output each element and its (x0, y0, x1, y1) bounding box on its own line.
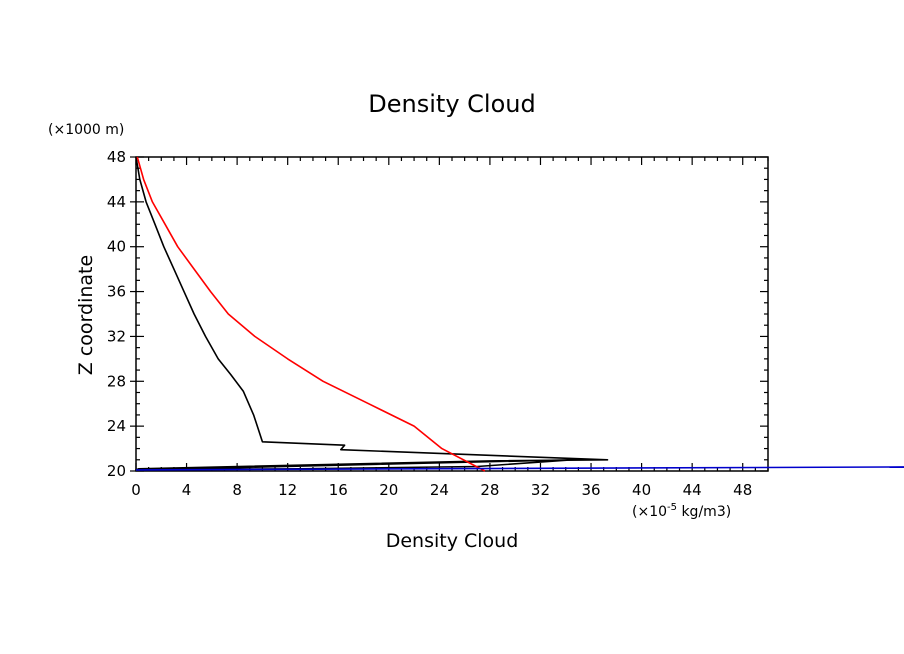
series-line-blue (135, 466, 904, 471)
y-tick-label: 20 (107, 462, 126, 480)
x-tick-label: 44 (683, 481, 702, 499)
series-line-red (136, 156, 486, 472)
y-tick-label: 40 (107, 238, 126, 256)
x-tick-label: 48 (733, 481, 752, 499)
plot-frame (135, 156, 769, 472)
x-tick-labels: 0 4 8 12 16 20 24 28 32 36 40 44 48 (131, 481, 752, 499)
x-tick-label: 32 (531, 481, 550, 499)
y-tick-label: 32 (107, 327, 126, 345)
y-tick-label: 36 (107, 283, 126, 301)
x-tick-label: 28 (480, 481, 499, 499)
tick-marks (130, 156, 769, 472)
y-tick-label: 48 (107, 148, 126, 166)
y-axis-label: Z coordinate (75, 255, 97, 375)
x-tick-label: 20 (379, 481, 398, 499)
x-tick-label: 16 (329, 481, 348, 499)
series-line-black (135, 156, 609, 471)
chart-title: Density Cloud (368, 90, 535, 118)
y-tick-label: 28 (107, 372, 126, 390)
y-axis-unit: (×1000 m) (48, 122, 124, 138)
x-tick-label: 24 (430, 481, 449, 499)
x-tick-label: 12 (278, 481, 297, 499)
x-tick-label: 0 (131, 481, 141, 499)
x-axis-unit: (×10-5 kg/m3) (632, 502, 731, 520)
x-tick-label: 4 (182, 481, 192, 499)
x-tick-label: 36 (581, 481, 600, 499)
y-tick-label: 24 (107, 417, 126, 435)
y-tick-labels: 20 24 28 32 36 40 44 48 (107, 148, 126, 480)
y-tick-label: 44 (107, 193, 126, 211)
x-axis-label: Density Cloud (386, 530, 519, 552)
x-tick-label: 40 (632, 481, 651, 499)
x-tick-label: 8 (232, 481, 242, 499)
